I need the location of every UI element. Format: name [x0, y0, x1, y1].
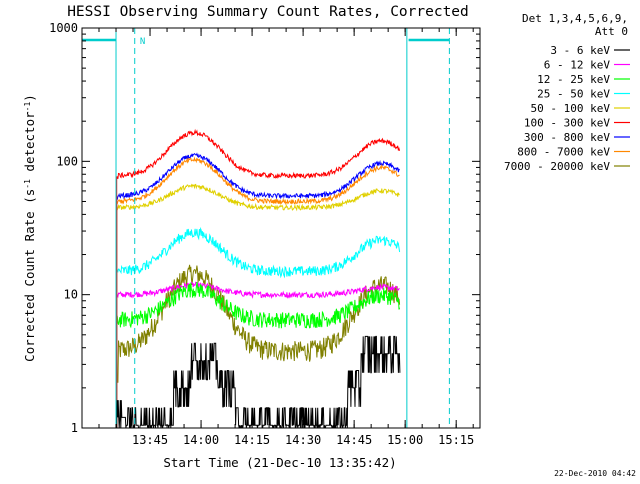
y-axis: 1 10 100 1000 [49, 21, 480, 435]
series-line [116, 226, 401, 428]
x-axis-label: Start Time (21-Dec-10 13:35:42) [163, 455, 396, 470]
legend-label: 7000 - 20000 keV [504, 160, 610, 173]
y-tick-label: 1 [71, 421, 78, 435]
legend-header-line: Att 0 [595, 25, 628, 38]
series-line [116, 128, 401, 428]
legend-header-line: Det 1,3,4,5,6,9, [522, 12, 628, 25]
legend-header: Det 1,3,4,5,6,9,Att 0 [522, 12, 628, 38]
legend-label: 50 - 100 keV [531, 102, 611, 115]
legend-label: 25 - 50 keV [537, 88, 610, 101]
series-line [116, 281, 400, 428]
plot-frame [81, 27, 481, 429]
y-tick-label: 10 [64, 288, 78, 302]
series-line [116, 183, 400, 428]
series-layer [116, 128, 401, 428]
y-axis-label: Corrected Count Rate (s-1 detector-1) [22, 94, 37, 362]
series-line [116, 156, 400, 428]
series-line [116, 264, 401, 428]
legend-label: 300 - 800 keV [524, 131, 610, 144]
x-axis: 13:45 14:00 14:15 14:30 14:45 15:00 15:15 [81, 28, 474, 447]
x-tick-label: 14:30 [285, 433, 321, 447]
flag-label: N [140, 37, 145, 47]
legend-label: 12 - 25 keV [537, 73, 610, 86]
y-tick-label: 100 [56, 154, 78, 168]
series-line [116, 281, 401, 428]
x-tick-label: 14:45 [336, 433, 372, 447]
chart-title: HESSI Observing Summary Count Rates, Cor… [67, 4, 469, 20]
series-line [116, 335, 401, 428]
legend-label: 3 - 6 keV [550, 44, 610, 57]
legend-label: 6 - 12 keV [544, 59, 611, 72]
series-line [116, 152, 400, 428]
footer-timestamp: 22-Dec-2010 04:42 [554, 469, 636, 478]
x-tick-label: 13:45 [132, 433, 168, 447]
legend-label: 800 - 7000 keV [517, 146, 610, 159]
x-tick-label: 14:15 [234, 433, 270, 447]
flag-layer: N [82, 28, 450, 428]
x-tick-label: 15:00 [387, 433, 423, 447]
legend-label: 100 - 300 keV [524, 117, 610, 130]
x-tick-label: 14:00 [183, 433, 219, 447]
x-tick-label: 15:15 [438, 433, 474, 447]
y-tick-label: 1000 [49, 21, 78, 35]
